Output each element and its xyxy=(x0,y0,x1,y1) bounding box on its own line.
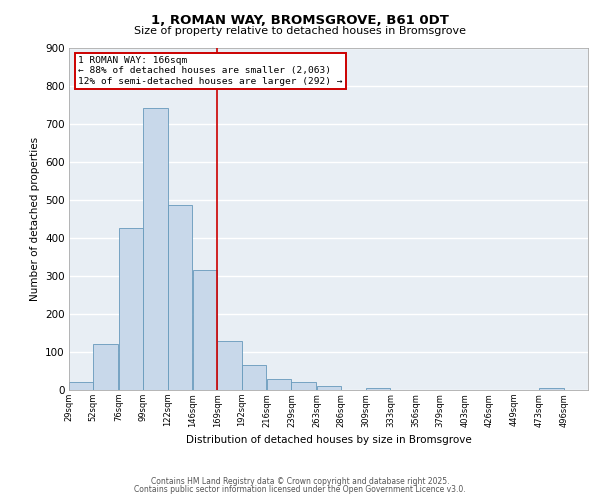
Bar xyxy=(365,388,390,390)
Bar xyxy=(143,108,167,390)
Bar xyxy=(317,386,341,390)
Bar xyxy=(267,378,292,390)
Text: Contains HM Land Registry data © Crown copyright and database right 2025.: Contains HM Land Registry data © Crown c… xyxy=(151,477,449,486)
Bar xyxy=(292,382,316,390)
Bar xyxy=(94,344,118,390)
Bar xyxy=(69,382,94,390)
Bar xyxy=(167,206,192,390)
X-axis label: Distribution of detached houses by size in Bromsgrove: Distribution of detached houses by size … xyxy=(185,435,472,445)
Y-axis label: Number of detached properties: Number of detached properties xyxy=(29,136,40,301)
Bar xyxy=(539,388,563,390)
Text: 1 ROMAN WAY: 166sqm
← 88% of detached houses are smaller (2,063)
12% of semi-det: 1 ROMAN WAY: 166sqm ← 88% of detached ho… xyxy=(78,56,343,86)
Bar xyxy=(193,270,217,390)
Text: Size of property relative to detached houses in Bromsgrove: Size of property relative to detached ho… xyxy=(134,26,466,36)
Text: Contains public sector information licensed under the Open Government Licence v3: Contains public sector information licen… xyxy=(134,485,466,494)
Bar xyxy=(217,340,242,390)
Bar xyxy=(119,228,143,390)
Text: 1, ROMAN WAY, BROMSGROVE, B61 0DT: 1, ROMAN WAY, BROMSGROVE, B61 0DT xyxy=(151,14,449,27)
Bar xyxy=(242,366,266,390)
